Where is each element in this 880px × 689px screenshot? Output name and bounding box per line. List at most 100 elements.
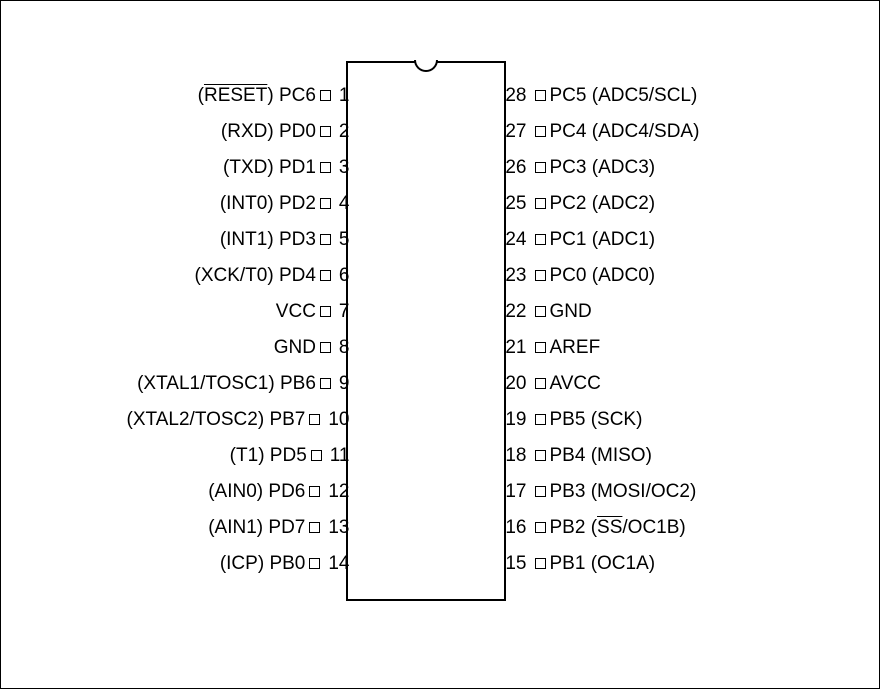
- pin-row-right: 28 PC5 (ADC5/SCL): [501, 88, 698, 102]
- pin-pad-icon: [320, 342, 331, 353]
- pin-number: 4: [339, 194, 350, 213]
- pin-label: VCC: [276, 302, 316, 321]
- pin-number: 20: [501, 374, 527, 393]
- pin-pad-icon: [311, 450, 322, 461]
- pin-number: 13: [328, 518, 349, 537]
- pin-row-left: (T1) PD511: [230, 448, 350, 462]
- pin-pad-icon: [535, 486, 546, 497]
- pin-number: 22: [501, 302, 527, 321]
- pin-label: (INT0) PD2: [220, 194, 316, 213]
- pin-pad-icon: [320, 306, 331, 317]
- pin-label: AREF: [550, 338, 601, 357]
- pin-label: PB4 (MISO): [550, 446, 652, 465]
- pin-pad-icon: [320, 162, 331, 173]
- pin-number: 15: [501, 554, 527, 573]
- pin-number: 11: [330, 446, 350, 465]
- pin-row-right: 27 PC4 (ADC4/SDA): [501, 124, 700, 138]
- pin-number: 1: [339, 86, 350, 105]
- pin-number: 2: [339, 122, 350, 141]
- pin-number: 28: [501, 86, 527, 105]
- pin-row-left: (AIN1) PD713: [208, 520, 349, 534]
- pin-pad-icon: [535, 270, 546, 281]
- pin-number: 19: [501, 410, 527, 429]
- pin-label: (XCK/T0) PD4: [194, 266, 315, 285]
- pin-label: (INT1) PD3: [220, 230, 316, 249]
- pin-label: PC3 (ADC3): [550, 158, 656, 177]
- pinout-diagram: (RESET) PC6 1 (RXD) PD02 (TXD) PD1 3 (INT0) P…: [0, 0, 880, 689]
- pin-pad-icon: [535, 414, 546, 425]
- pin-number: 23: [501, 266, 527, 285]
- pin-pad-icon: [535, 378, 546, 389]
- pin-number: 25: [501, 194, 527, 213]
- pin-label: PC2 (ADC2): [550, 194, 656, 213]
- pin-pad-icon: [535, 522, 546, 533]
- pin-row-left: (TXD) PD1 3: [223, 160, 349, 174]
- pin-pad-icon: [535, 198, 546, 209]
- pin-row-right: 25 PC2 (ADC2): [501, 196, 656, 210]
- pin-number: 5: [339, 230, 350, 249]
- pin-pad-icon: [535, 162, 546, 173]
- pin-number: 24: [501, 230, 527, 249]
- pin-label: PC4 (ADC4/SDA): [550, 122, 700, 141]
- pin-row-right: 26 PC3 (ADC3): [501, 160, 656, 174]
- pin-row-left: GND 8: [274, 340, 350, 354]
- pin-pad-icon: [535, 450, 546, 461]
- pin-pad-icon: [320, 90, 331, 101]
- pin-pad-icon: [535, 306, 546, 317]
- pin-pad-icon: [309, 558, 320, 569]
- pin-pad-icon: [309, 486, 320, 497]
- pin-pad-icon: [535, 126, 546, 137]
- pin-pad-icon: [535, 558, 546, 569]
- pin-label: PB2 (SS/OC1B): [550, 518, 686, 537]
- pin-label: (XTAL2/TOSC2) PB7: [127, 410, 306, 429]
- pin-number: 9: [339, 374, 350, 393]
- pin-label: PC0 (ADC0): [550, 266, 656, 285]
- pin-row-left: (AIN0) PD6 12: [208, 484, 349, 498]
- pin-pad-icon: [309, 522, 320, 533]
- pin-row-right: 22 GND: [501, 304, 592, 318]
- pin-label: (TXD) PD1: [223, 158, 316, 177]
- pin-pad-icon: [320, 198, 331, 209]
- pin-number: 14: [328, 554, 349, 573]
- pin-pad-icon: [535, 234, 546, 245]
- pin-label: (AIN0) PD6: [208, 482, 305, 501]
- pin-row-left: (INT1) PD3 5: [220, 232, 350, 246]
- pin-row-right: 24 PC1 (ADC1): [501, 232, 656, 246]
- pin-row-left: (RESET) PC6 1: [198, 88, 350, 102]
- pin-row-right: 16PB2 (SS/OC1B): [501, 520, 686, 534]
- pin-number: 8: [339, 338, 350, 357]
- pin-number: 6: [339, 266, 350, 285]
- pin-label: PB5 (SCK): [550, 410, 643, 429]
- pin-number: 17: [501, 482, 527, 501]
- pin-row-left: (INT0) PD2 4: [220, 196, 350, 210]
- pin-label: PC5 (ADC5/SCL): [550, 86, 698, 105]
- pin-number: 27: [501, 122, 527, 141]
- pin-number: 3: [339, 158, 350, 177]
- pin-row-left: (XTAL1/TOSC1) PB6 9: [137, 376, 349, 390]
- pin-row-right: 19 PB5 (SCK): [501, 412, 643, 426]
- pin-label: (RESET) PC6: [198, 86, 316, 105]
- pin-number: 18: [501, 446, 527, 465]
- pin-pad-icon: [535, 342, 546, 353]
- pin-row-right: 21 AREF: [501, 340, 601, 354]
- pin-label: PC1 (ADC1): [550, 230, 656, 249]
- pin-pad-icon: [320, 270, 331, 281]
- pin-row-right: 17 PB3 (MOSI/OC2): [501, 484, 697, 498]
- pin-label: GND: [550, 302, 592, 321]
- pin-number: 10: [328, 410, 349, 429]
- pin-label: PB1 (OC1A): [550, 554, 656, 573]
- pin-row-right: 23 PC0 (ADC0): [501, 268, 656, 282]
- pin-pad-icon: [320, 126, 331, 137]
- pin-row-right: 18 PB4 (MISO): [501, 448, 652, 462]
- pin-label: (XTAL1/TOSC1) PB6: [137, 374, 316, 393]
- pin-row-left: (XCK/T0) PD4 6: [194, 268, 349, 282]
- pin-label: GND: [274, 338, 316, 357]
- pin-number: 21: [501, 338, 527, 357]
- pin-row-left: (RXD) PD02: [221, 124, 350, 138]
- pin-label: (ICP) PB0: [220, 554, 306, 573]
- pin-label: PB3 (MOSI/OC2): [550, 482, 697, 501]
- pin-number: 26: [501, 158, 527, 177]
- pin-row-left: VCC7: [276, 304, 350, 318]
- pin-number: 12: [328, 482, 349, 501]
- pin-row-left: (ICP) PB0 14: [220, 556, 350, 570]
